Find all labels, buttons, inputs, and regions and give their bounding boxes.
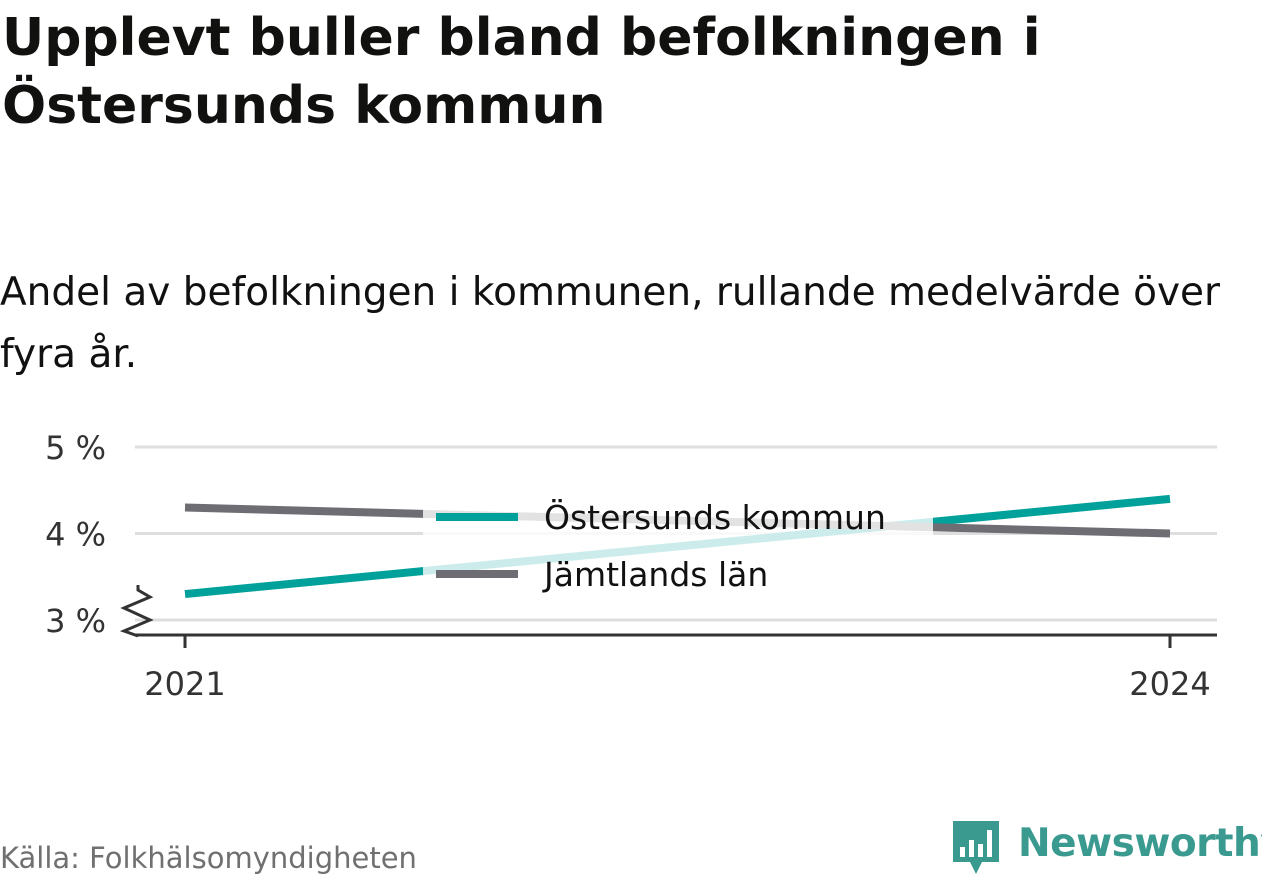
x-tick-label: 2024 [1129, 665, 1210, 703]
chart-subtitle: Andel av befolkningen i kommunen, rullan… [0, 270, 1221, 377]
x-axis: 2021 2024 [135, 633, 1217, 703]
axis-break-icon [119, 585, 154, 638]
y-tick-label: 3 % [45, 602, 106, 640]
legend-label: Östersunds kommun [544, 497, 886, 537]
legend: Östersunds kommun Jämtlands län [423, 486, 933, 602]
legend-background [423, 486, 933, 602]
axis-break-zigzag [119, 585, 154, 638]
x-tick-label: 2021 [144, 665, 225, 703]
y-tick-label: 4 % [45, 516, 106, 554]
bar-chart-speech-bubble-icon [953, 821, 999, 874]
chart-title: Upplevt buller bland befolkningen i Öste… [2, 8, 1041, 136]
y-axis-labels: 3 % 4 % 5 % [45, 429, 106, 640]
source-note: Källa: Folkhälsomyndigheten [0, 841, 417, 875]
newsworthy-logo: Newsworthy [950, 818, 1262, 880]
brand-name: Newsworthy [1018, 821, 1262, 866]
line-chart: 3 % 4 % 5 % Östersunds kommun Jämtlands län… [45, 429, 1217, 703]
y-tick-label: 5 % [45, 429, 106, 467]
legend-label: Jämtlands län [542, 555, 768, 594]
